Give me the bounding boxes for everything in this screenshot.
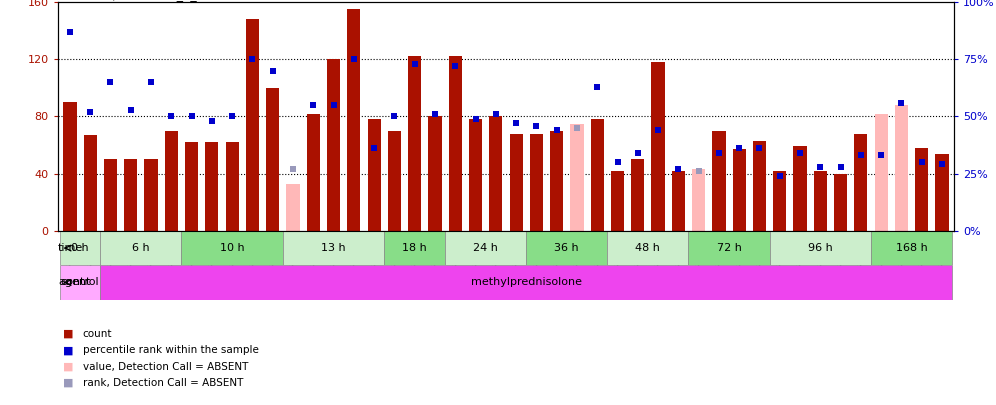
Bar bbox=[510, 134, 523, 231]
Text: 36 h: 36 h bbox=[555, 243, 579, 253]
Bar bbox=[84, 135, 97, 231]
Bar bbox=[64, 102, 77, 231]
Text: count: count bbox=[83, 329, 113, 339]
Text: value, Detection Call = ABSENT: value, Detection Call = ABSENT bbox=[83, 362, 248, 371]
Bar bbox=[794, 147, 807, 231]
Bar bbox=[205, 142, 218, 231]
Bar bbox=[855, 134, 868, 231]
Bar bbox=[287, 183, 300, 231]
Bar bbox=[60, 265, 101, 300]
Bar bbox=[935, 153, 948, 231]
Text: ■: ■ bbox=[63, 329, 74, 339]
Text: ■: ■ bbox=[63, 345, 74, 355]
Bar bbox=[185, 142, 198, 231]
Bar bbox=[608, 231, 688, 265]
Text: ■: ■ bbox=[63, 362, 74, 371]
Bar bbox=[445, 231, 526, 265]
Bar bbox=[814, 171, 827, 231]
Bar bbox=[692, 169, 705, 231]
Bar bbox=[631, 159, 644, 231]
Text: ■: ■ bbox=[63, 378, 74, 388]
Bar bbox=[753, 141, 766, 231]
Text: percentile rank within the sample: percentile rank within the sample bbox=[83, 345, 259, 355]
Bar bbox=[874, 113, 887, 231]
Bar bbox=[611, 171, 624, 231]
Text: GDS972 / 1371184_x_at: GDS972 / 1371184_x_at bbox=[58, 0, 209, 1]
Bar bbox=[571, 124, 584, 231]
Bar bbox=[387, 131, 401, 231]
Bar bbox=[348, 9, 361, 231]
Bar bbox=[307, 113, 320, 231]
Bar bbox=[164, 131, 178, 231]
Bar bbox=[225, 142, 239, 231]
Text: 13 h: 13 h bbox=[322, 243, 346, 253]
Text: time: time bbox=[58, 243, 84, 253]
Bar bbox=[428, 117, 441, 231]
Bar bbox=[591, 119, 604, 231]
Text: 168 h: 168 h bbox=[895, 243, 927, 253]
Text: 18 h: 18 h bbox=[402, 243, 427, 253]
Text: control: control bbox=[61, 277, 100, 288]
Bar bbox=[671, 171, 685, 231]
Bar bbox=[712, 131, 725, 231]
Bar bbox=[526, 231, 608, 265]
Bar bbox=[124, 159, 137, 231]
Bar bbox=[733, 149, 746, 231]
Text: 6 h: 6 h bbox=[132, 243, 149, 253]
Text: 0 h: 0 h bbox=[72, 243, 89, 253]
Bar bbox=[773, 171, 787, 231]
Text: 10 h: 10 h bbox=[220, 243, 244, 253]
Bar bbox=[688, 231, 770, 265]
Bar bbox=[872, 231, 952, 265]
Text: 24 h: 24 h bbox=[473, 243, 498, 253]
Bar bbox=[770, 231, 872, 265]
Text: 72 h: 72 h bbox=[716, 243, 741, 253]
Bar bbox=[489, 117, 502, 231]
Bar bbox=[834, 174, 848, 231]
Bar bbox=[550, 131, 564, 231]
Bar bbox=[104, 159, 118, 231]
Text: agent: agent bbox=[58, 277, 91, 288]
Bar bbox=[283, 231, 384, 265]
Bar bbox=[448, 56, 462, 231]
Bar bbox=[368, 119, 380, 231]
Text: methylprednisolone: methylprednisolone bbox=[471, 277, 582, 288]
Bar bbox=[408, 56, 421, 231]
Bar bbox=[530, 134, 543, 231]
Bar bbox=[327, 59, 341, 231]
Text: rank, Detection Call = ABSENT: rank, Detection Call = ABSENT bbox=[83, 378, 243, 388]
Text: 48 h: 48 h bbox=[635, 243, 660, 253]
Bar bbox=[181, 231, 283, 265]
Bar bbox=[651, 62, 664, 231]
Bar bbox=[144, 159, 157, 231]
Bar bbox=[894, 105, 908, 231]
Bar bbox=[266, 88, 279, 231]
Text: 96 h: 96 h bbox=[808, 243, 833, 253]
Bar bbox=[469, 119, 482, 231]
Bar bbox=[915, 148, 928, 231]
Bar bbox=[384, 231, 445, 265]
Bar bbox=[246, 19, 259, 231]
Bar bbox=[101, 231, 181, 265]
Bar bbox=[60, 231, 101, 265]
